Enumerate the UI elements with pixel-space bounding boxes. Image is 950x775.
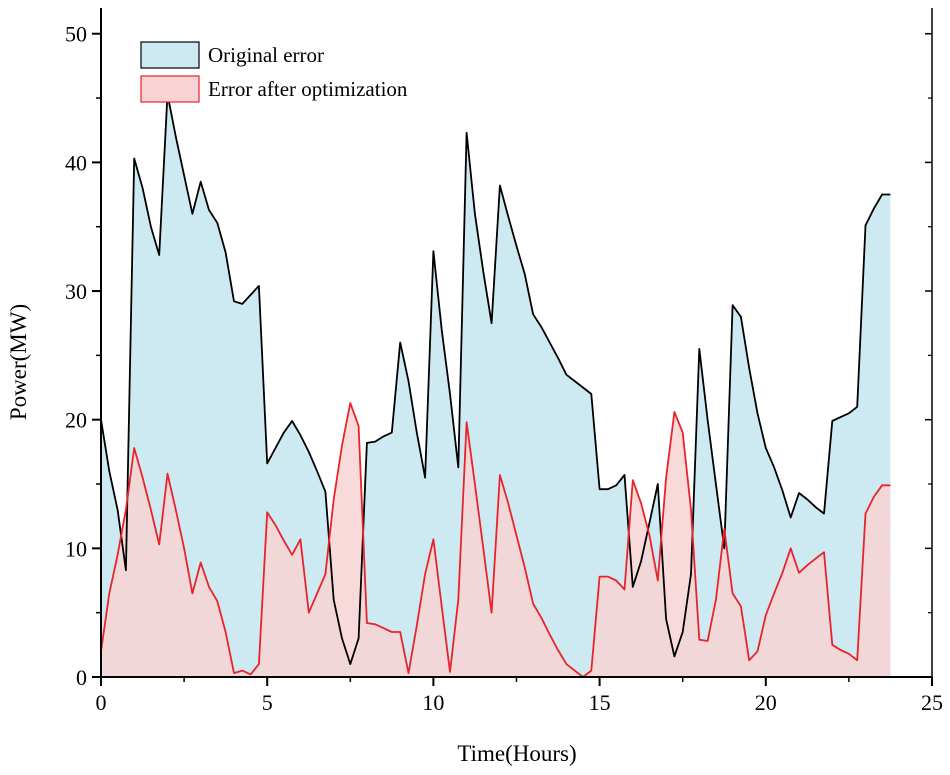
x-tick-label: 20 [755,690,777,715]
series-line-1 [100,93,891,665]
legend-swatch-1 [140,41,200,69]
x-tick-label: 0 [96,690,107,715]
x-tick-label: 25 [921,690,943,715]
y-axis-title: Power(MW) [6,304,31,420]
series-area-2 [101,403,891,677]
y-tick-label: 40 [65,150,87,175]
plot-area [100,93,891,678]
axes: 0 5 10 15 20 25 0 10 20 30 40 50 [65,8,943,715]
y-tick-label: 50 [65,22,87,47]
y-tick-label: 10 [65,536,87,561]
x-axis-title: Time(Hours) [457,741,576,766]
series-line-2 [100,402,891,678]
x-tick-label: 15 [589,690,611,715]
y-tick-label: 0 [76,665,87,690]
legend-label-1: Original error [208,43,324,67]
x-tick-label: 5 [262,690,273,715]
legend-label-2: Error after optimization [208,77,408,101]
legend: Original error Error after optimization [140,41,408,103]
legend-swatch-2 [140,75,200,103]
x-tick-label: 10 [422,690,444,715]
y-tick-label: 30 [65,279,87,304]
y-tick-label: 20 [65,408,87,433]
